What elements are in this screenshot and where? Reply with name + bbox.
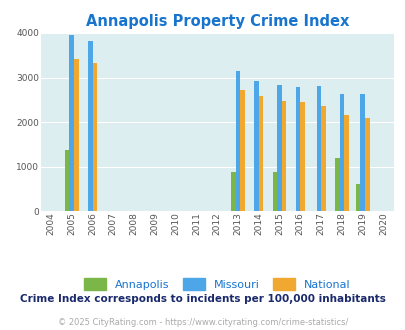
Title: Annapolis Property Crime Index: Annapolis Property Crime Index <box>85 14 348 29</box>
Bar <box>74 59 79 211</box>
Bar <box>360 94 364 211</box>
Bar <box>320 106 325 211</box>
Bar <box>240 90 244 211</box>
Bar <box>364 118 369 211</box>
Bar <box>300 103 304 211</box>
Bar <box>230 173 235 211</box>
Text: Crime Index corresponds to incidents per 100,000 inhabitants: Crime Index corresponds to incidents per… <box>20 294 385 304</box>
Bar <box>235 71 240 211</box>
Bar <box>355 183 360 211</box>
Bar <box>88 41 92 211</box>
Bar <box>92 63 97 211</box>
Bar <box>272 172 277 211</box>
Bar <box>65 150 69 211</box>
Bar <box>316 85 320 211</box>
Bar <box>295 87 300 211</box>
Bar <box>277 85 281 211</box>
Bar <box>339 94 343 211</box>
Bar <box>281 101 286 211</box>
Text: © 2025 CityRating.com - https://www.cityrating.com/crime-statistics/: © 2025 CityRating.com - https://www.city… <box>58 318 347 327</box>
Bar <box>334 158 339 211</box>
Legend: Annapolis, Missouri, National: Annapolis, Missouri, National <box>79 274 354 294</box>
Bar <box>258 96 263 211</box>
Bar <box>69 35 74 211</box>
Bar <box>343 115 348 211</box>
Bar <box>254 81 258 211</box>
